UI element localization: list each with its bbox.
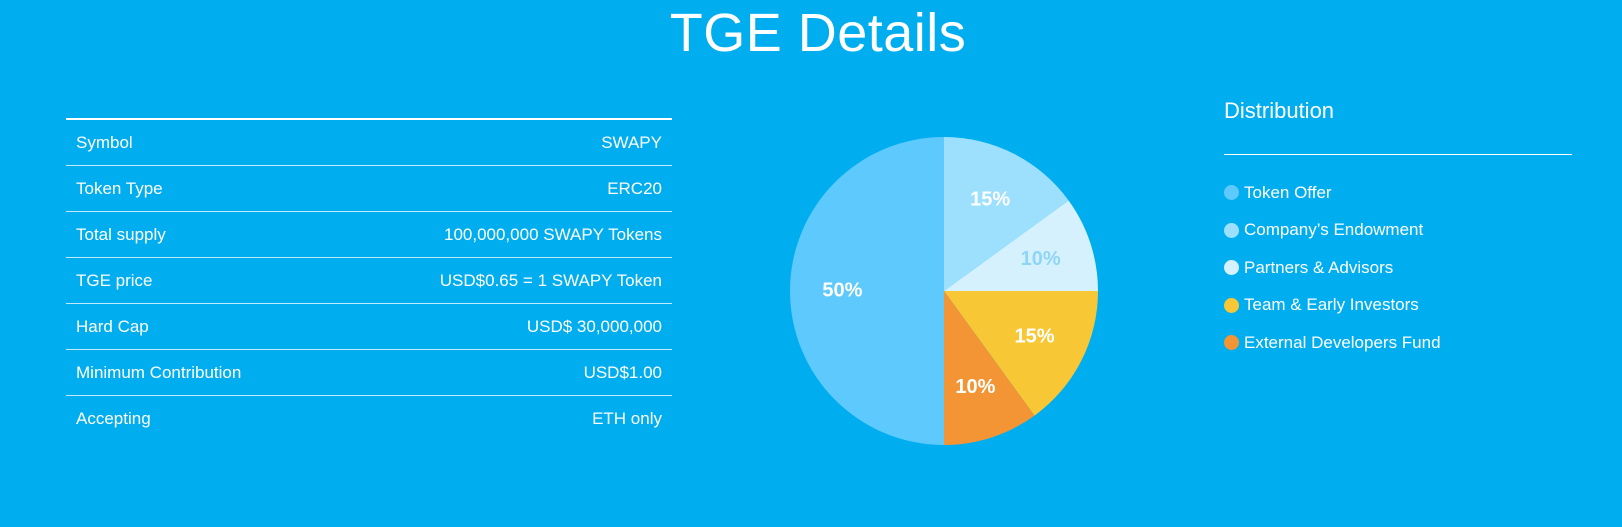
legend-label: External Developers Fund <box>1244 332 1441 352</box>
legend-label: Company’s Endowment <box>1244 220 1424 240</box>
legend-label: Token Offer <box>1244 182 1332 202</box>
table-row: Total supply 100,000,000 SWAPY Tokens <box>66 212 672 258</box>
row-label: Symbol <box>76 132 133 152</box>
row-value: ETH only <box>592 408 662 428</box>
table-row: Minimum Contribution USD$1.00 <box>66 350 672 396</box>
legend-title: Distribution <box>1224 98 1572 155</box>
pie-slice <box>944 200 1098 291</box>
row-value: SWAPY <box>601 132 662 152</box>
slice-label: 50% <box>822 279 862 301</box>
page-title: TGE Details <box>669 3 967 63</box>
row-label: Accepting <box>76 408 151 428</box>
details-table: Symbol SWAPY Token Type ERC20 Total supply 10… <box>66 118 672 441</box>
table-row: Hard Cap USD$ 30,000,000 <box>66 304 672 350</box>
row-label: Token Type <box>76 178 163 198</box>
table-row: Symbol SWAPY <box>66 120 672 166</box>
slice-label: 10% <box>1021 248 1061 270</box>
row-value: USD$ 30,000,000 <box>526 316 662 336</box>
legend-swatch <box>1224 297 1239 313</box>
slice-label: 15% <box>1015 325 1055 347</box>
row-value: ERC20 <box>607 178 662 198</box>
table-row: TGE price USD$0.65 = 1 SWAPY Token <box>66 258 672 304</box>
pie-slice <box>944 137 1069 291</box>
row-value: 100,000,000 SWAPY Tokens <box>443 224 662 244</box>
legend-swatch <box>1224 222 1239 238</box>
legend-item: Company’s Endowment <box>1224 212 1572 250</box>
legend-swatch <box>1224 185 1239 201</box>
row-label: Hard Cap <box>76 316 149 336</box>
legend-item: Token Offer <box>1224 174 1572 212</box>
legend-item: Partners & Advisors <box>1224 249 1572 287</box>
row-value: USD$0.65 = 1 SWAPY Token <box>439 270 662 290</box>
pie-slice <box>790 137 944 445</box>
legend-swatch <box>1224 260 1239 276</box>
row-value: USD$1.00 <box>583 362 662 382</box>
legend-label: Team & Early Investors <box>1244 295 1419 315</box>
table-row: Accepting ETH only <box>66 396 672 441</box>
slice-label: 15% <box>970 189 1010 211</box>
legend-item: Team & Early Investors <box>1224 287 1572 325</box>
row-label: Minimum Contribution <box>76 362 242 382</box>
pie-slice <box>944 291 1098 416</box>
slice-label: 10% <box>955 376 995 398</box>
legend-label: Partners & Advisors <box>1244 257 1394 277</box>
legend-item: External Developers Fund <box>1224 324 1572 362</box>
table-row: Token Type ERC20 <box>66 166 672 212</box>
row-label: Total supply <box>76 224 166 244</box>
pie-chart: 50% 15% 10% 15% 10% <box>790 137 1098 445</box>
legend-swatch <box>1224 335 1239 351</box>
row-label: TGE price <box>76 270 153 290</box>
legend: Distribution Token Offer Company’s Endowm… <box>1224 98 1572 362</box>
pie-slice <box>944 291 1035 445</box>
